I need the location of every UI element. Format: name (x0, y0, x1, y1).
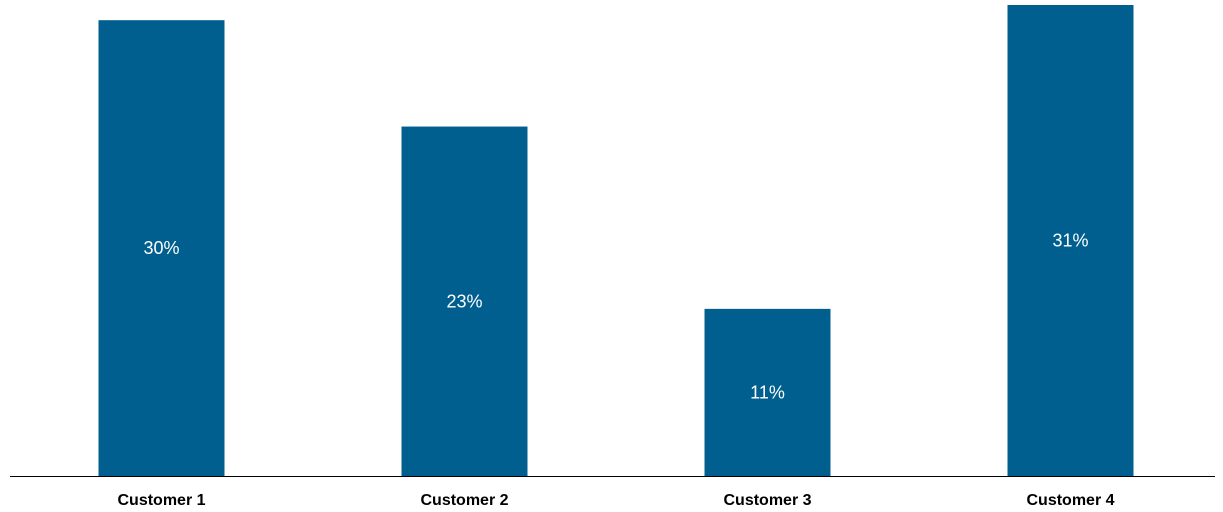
x-tick-labels-group: Customer 1 Customer 2 Customer 3 Customer 4 (117, 492, 1114, 509)
x-tick-label-customer-four: Customer 4 (1026, 492, 1114, 509)
data-labels-group: 30% 23% 11% 31% (143, 231, 1088, 403)
bar-customer-two (401, 126, 528, 476)
data-label-customer-four: 31% (1052, 231, 1088, 251)
data-label-customer-one: 30% (143, 238, 179, 258)
x-tick-label-customer-two: Customer 2 (420, 492, 508, 509)
bar-customer-four (1007, 5, 1134, 476)
data-label-customer-two: 23% (446, 291, 482, 311)
bars-group (98, 5, 1134, 477)
data-label-customer-three: 11% (750, 382, 785, 402)
x-tick-label-customer-three: Customer 3 (723, 492, 811, 509)
x-tick-label-customer-one: Customer 1 (117, 492, 205, 509)
bar-customer-three (704, 308, 831, 476)
bar-customer-one (98, 20, 225, 477)
